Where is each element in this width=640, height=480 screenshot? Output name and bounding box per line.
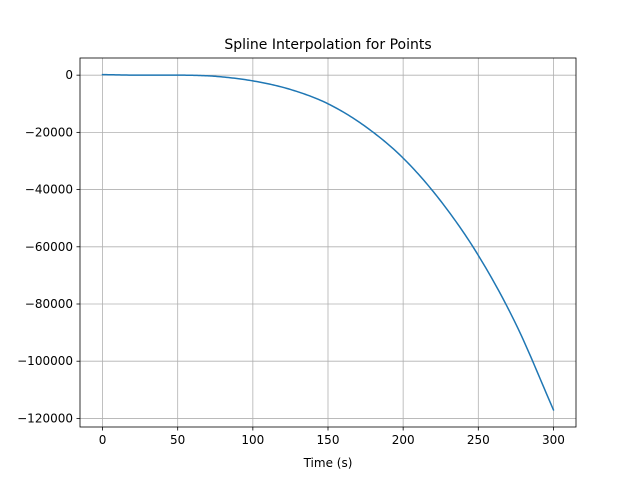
x-tick-label: 50 [170,433,185,447]
grid [80,58,576,427]
x-tick-label: 250 [467,433,490,447]
y-tick-label: −120000 [17,411,73,425]
y-tick-label: −80000 [25,297,73,311]
x-tick-label: 150 [317,433,340,447]
y-tick-label: −60000 [25,240,73,254]
y-tick-label: −40000 [25,183,73,197]
x-tick-label: 0 [99,433,107,447]
chart-title: Spline Interpolation for Points [224,37,431,53]
y-tick-label: −20000 [25,125,73,139]
x-tick-label: 100 [241,433,264,447]
y-tick-label: −100000 [17,354,73,368]
x-axis-label: Time (s) [303,456,353,470]
x-axis: 0 50 100 150 200 250 300 [99,427,565,447]
x-tick-label: 300 [542,433,565,447]
y-tick-label: 0 [65,68,73,82]
series-group [101,73,555,411]
x-tick-label: 200 [392,433,415,447]
series-line [101,73,555,411]
y-axis: 0 −20000 −40000 −60000 −80000 −100000 −120000 [17,68,80,425]
